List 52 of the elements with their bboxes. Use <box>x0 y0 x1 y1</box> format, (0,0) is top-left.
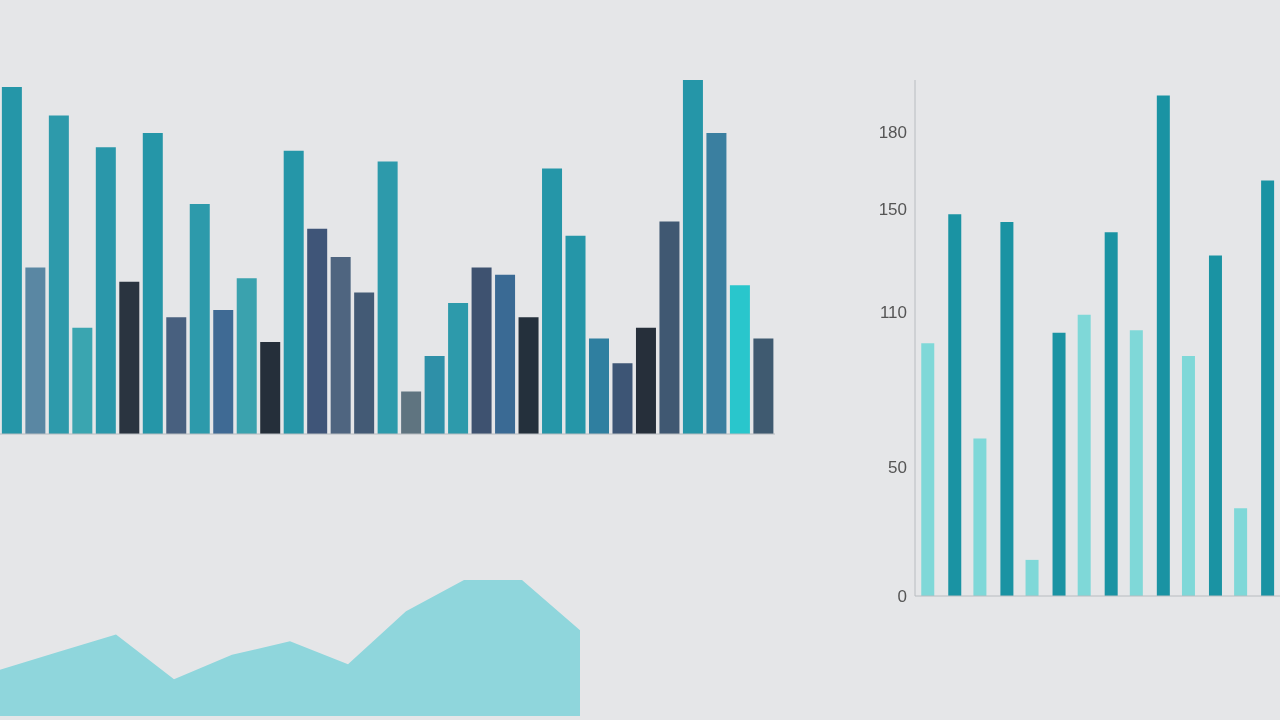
bar <box>424 356 445 434</box>
bar <box>1129 330 1143 596</box>
bar <box>95 147 116 434</box>
bar <box>25 267 46 434</box>
bar <box>921 343 935 596</box>
bar <box>354 292 375 434</box>
bar <box>377 161 398 434</box>
bar <box>1077 314 1091 596</box>
bar <box>189 203 210 434</box>
bar <box>565 235 586 434</box>
bar <box>682 80 703 434</box>
bar <box>542 168 563 434</box>
bar <box>1156 95 1170 596</box>
bar <box>659 221 680 434</box>
bar <box>1000 221 1014 596</box>
bar <box>948 214 962 596</box>
bar <box>1234 508 1248 596</box>
bar <box>401 391 422 434</box>
bar <box>283 150 304 434</box>
bar <box>307 228 328 434</box>
y-tick-label: 150 <box>878 200 907 220</box>
bar <box>495 274 516 434</box>
bar <box>1025 559 1039 596</box>
bar <box>166 317 187 434</box>
bar <box>236 278 257 434</box>
bar <box>260 341 281 434</box>
bar <box>753 338 774 434</box>
bar <box>72 327 93 434</box>
bar <box>1052 332 1066 596</box>
y-tick-label: 50 <box>888 458 907 478</box>
bar <box>635 327 656 434</box>
bar <box>48 115 69 434</box>
bar <box>142 133 163 434</box>
bar <box>589 338 609 434</box>
bar <box>471 267 492 434</box>
bar <box>518 317 539 434</box>
bar <box>330 257 351 434</box>
y-tick-label: 110 <box>879 303 907 323</box>
bar <box>448 303 469 434</box>
y-tick-label: 180 <box>878 122 907 142</box>
bar <box>119 281 140 434</box>
bar <box>1181 356 1195 596</box>
bar <box>1261 180 1275 596</box>
bar <box>612 363 633 434</box>
bar <box>1208 255 1222 596</box>
bar <box>729 285 750 434</box>
bar <box>706 133 727 434</box>
bar <box>1104 232 1118 596</box>
bar <box>213 310 234 434</box>
bar <box>973 438 987 596</box>
bar <box>1 87 22 434</box>
y-tick-label: 0 <box>897 587 907 607</box>
